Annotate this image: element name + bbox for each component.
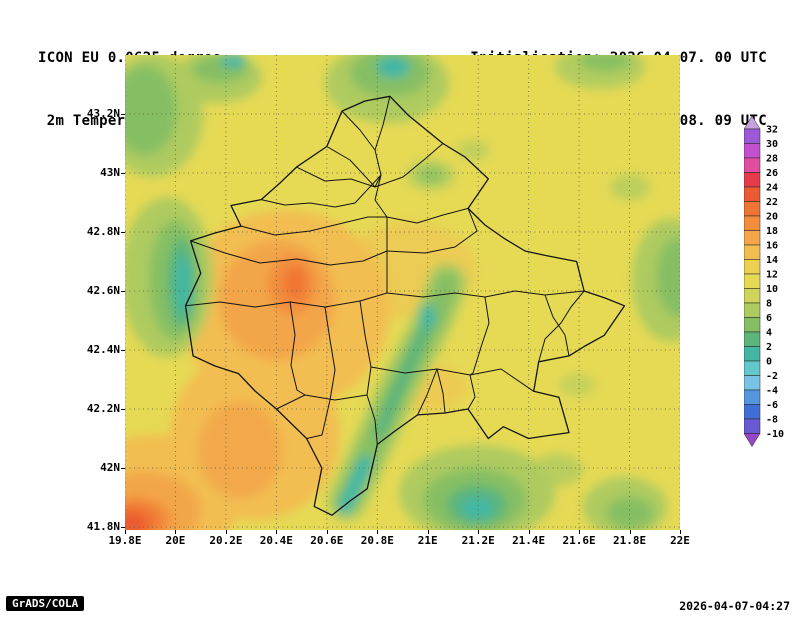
x-axis-tick bbox=[680, 530, 681, 534]
x-axis-tick-label: 22E bbox=[670, 534, 690, 547]
kosovo-outline bbox=[184, 95, 626, 516]
colorbar-label: 10 bbox=[766, 284, 778, 295]
colorbar-segment bbox=[743, 157, 761, 173]
y-axis-tick-label: 42N bbox=[100, 461, 120, 474]
y-axis-tick bbox=[121, 291, 125, 292]
x-axis-tick bbox=[629, 530, 631, 534]
colorbar-segment bbox=[743, 128, 761, 144]
temperature-map-svg bbox=[124, 55, 681, 530]
grads-credit: GrADS/COLA bbox=[6, 596, 85, 611]
colorbar-label: 6 bbox=[766, 313, 772, 324]
x-axis-tick bbox=[579, 530, 581, 534]
y-axis-tick bbox=[121, 350, 125, 351]
colorbar-segment bbox=[743, 317, 761, 333]
colorbar-label: 22 bbox=[766, 197, 778, 208]
colorbar-segment bbox=[743, 389, 761, 405]
colorbar-segment bbox=[743, 404, 761, 420]
colorbar-segment bbox=[743, 288, 761, 304]
colorbar-label: 24 bbox=[766, 183, 778, 194]
colorbar-segment bbox=[743, 215, 761, 231]
colorbar-segment bbox=[743, 360, 761, 376]
y-axis-tick-label: 43.2N bbox=[86, 107, 120, 120]
x-axis-tick-label: 21E bbox=[417, 534, 438, 547]
colorbar-segment bbox=[743, 418, 761, 434]
x-axis-tick bbox=[276, 530, 278, 534]
x-axis-tick bbox=[175, 530, 177, 534]
colorbar-label: -10 bbox=[766, 429, 784, 440]
colorbar-label: 32 bbox=[766, 125, 778, 136]
colorbar-segment bbox=[743, 186, 761, 202]
colorbar-label: 18 bbox=[766, 226, 778, 237]
x-axis-tick-label: 20.6E bbox=[310, 534, 344, 547]
y-axis-tick bbox=[121, 173, 125, 174]
y-axis-tick bbox=[121, 232, 125, 233]
municipal-borders bbox=[185, 95, 585, 445]
colorbar-segment bbox=[743, 331, 761, 347]
y-axis-tick-label: 42.6N bbox=[86, 284, 120, 297]
y-axis-tick-label: 42.8N bbox=[86, 225, 120, 238]
x-axis-tick-label: 19.8E bbox=[108, 534, 142, 547]
colorbar-label: 0 bbox=[766, 357, 772, 368]
colorbar-label: 30 bbox=[766, 139, 778, 150]
x-axis-tick-label: 20.2E bbox=[209, 534, 243, 547]
colorbar-label: -8 bbox=[766, 415, 778, 426]
x-axis-tick bbox=[478, 530, 480, 534]
colorbar-label: -2 bbox=[766, 371, 778, 382]
x-axis-tick-label: 21.8E bbox=[612, 534, 647, 547]
colorbar-label: 12 bbox=[766, 270, 778, 281]
x-axis-tick bbox=[377, 530, 379, 534]
colorbar-segment bbox=[743, 302, 761, 318]
colorbar-segment bbox=[743, 375, 761, 391]
colorbar-segment bbox=[743, 346, 761, 362]
creation-timestamp: 2026-04-07-04:27 bbox=[679, 599, 790, 613]
colorbar: 32 30 28 26 24 22 20 18 16 14 12 10 8 6 4 2 0 -2 -4 -6 -8 -10 bbox=[743, 115, 800, 453]
x-axis-tick-label: 21.4E bbox=[512, 534, 546, 547]
map-plot-area bbox=[124, 55, 681, 530]
x-axis-tick-label: 20E bbox=[165, 534, 186, 547]
colorbar-label: 20 bbox=[766, 212, 778, 223]
x-axis-tick bbox=[427, 530, 429, 534]
y-axis-tick bbox=[121, 468, 125, 469]
y-axis-tick-label: 42.4N bbox=[86, 343, 120, 356]
colorbar-label: 2 bbox=[766, 342, 772, 353]
y-axis-tick-label: 43N bbox=[100, 166, 120, 179]
colorbar-label: -6 bbox=[766, 400, 778, 411]
x-axis-tick-label: 21.6E bbox=[562, 534, 596, 547]
y-axis-tick-label: 41.8N bbox=[86, 520, 120, 533]
colorbar-segment bbox=[743, 230, 761, 246]
colorbar-label: 26 bbox=[766, 168, 778, 179]
x-axis-tick bbox=[326, 530, 328, 534]
colorbar-segment bbox=[743, 172, 761, 188]
x-axis-tick-label: 20.4E bbox=[259, 534, 293, 547]
colorbar-label: 28 bbox=[766, 154, 778, 165]
x-axis-tick bbox=[528, 530, 530, 534]
colorbar-segment bbox=[743, 244, 761, 260]
y-axis-tick bbox=[121, 114, 125, 115]
colorbar-bottom-arrow bbox=[743, 433, 761, 447]
y-axis-tick bbox=[121, 409, 125, 410]
x-axis-tick bbox=[125, 530, 126, 534]
colorbar-segment bbox=[743, 273, 761, 289]
y-axis-tick bbox=[121, 527, 125, 528]
x-axis-tick bbox=[225, 530, 227, 534]
colorbar-label: 16 bbox=[766, 241, 778, 252]
colorbar-label: 8 bbox=[766, 299, 772, 310]
colorbar-label: 4 bbox=[766, 328, 772, 339]
admin-borders bbox=[184, 95, 626, 516]
colorbar-segment bbox=[743, 259, 761, 275]
colorbar-top-arrow bbox=[743, 115, 761, 130]
x-axis-tick-label: 20.8E bbox=[360, 534, 394, 547]
y-axis-tick-label: 42.2N bbox=[86, 402, 120, 415]
colorbar-segment bbox=[743, 143, 761, 159]
colorbar-label: -4 bbox=[766, 386, 778, 397]
colorbar-label: 14 bbox=[766, 255, 778, 266]
colorbar-segment bbox=[743, 201, 761, 217]
x-axis-tick-label: 21.2E bbox=[461, 534, 495, 547]
